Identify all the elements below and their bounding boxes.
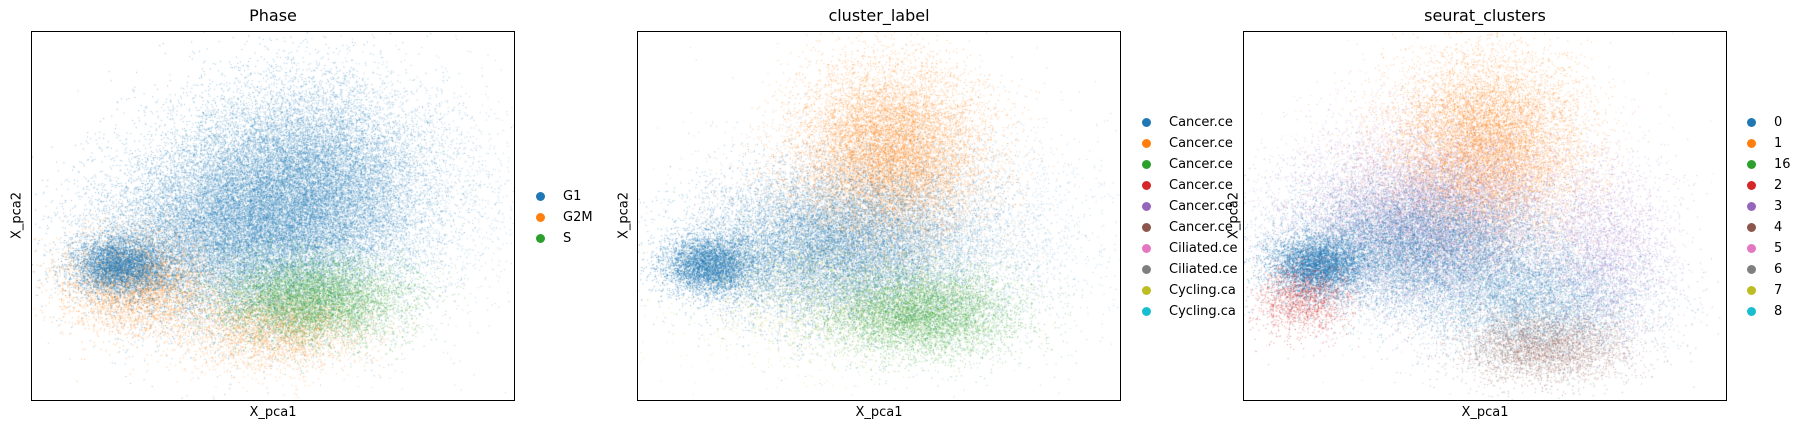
legend-marker [1142,265,1151,274]
legend-item: G1 [536,186,593,207]
legend-label: 4 [1774,220,1783,235]
chart-title: seurat_clusters [1424,6,1546,25]
legend-marker [1142,160,1151,169]
legend-marker [1142,223,1151,232]
chart-title: cluster_label [828,6,930,25]
plot-area [1243,31,1727,401]
legend-item: Ciliated.ce [1142,259,1242,280]
legend-label: Cycling.ca [1169,304,1236,319]
legend-item: Cycling.ca [1142,301,1242,322]
legend-marker [1747,307,1756,316]
legend-label: Ciliated.ce [1169,241,1238,256]
legend-label: 3 [1774,199,1783,214]
legend-marker [1142,118,1151,127]
legend-item: Cancer.ce [1142,133,1242,154]
legend-label: Cancer.ce [1169,220,1233,235]
legend-item: 2 [1747,175,1791,196]
legend: Cancer.ce Cancer.ce Cancer.ce Cancer.ce Canc… [1142,112,1242,322]
chart-title: Phase [249,6,297,25]
legend-marker [536,192,545,201]
legend-item: Cycling.ca [1142,280,1242,301]
legend-item: 0 [1747,112,1791,133]
scatter-points [638,32,1120,400]
x-axis-label: X_pca1 [855,405,903,420]
scatter-points [32,32,514,400]
legend-item: 5 [1747,238,1791,259]
y-axis-label: X_pca2 [1226,191,1242,240]
legend-item: Cancer.ce [1142,112,1242,133]
legend-label: Cancer.ce [1169,115,1233,130]
legend-item: 3 [1747,196,1791,217]
legend-marker [536,234,545,243]
legend-marker [1747,265,1756,274]
legend: G1 G2M S [536,186,593,249]
legend-marker [1747,160,1756,169]
y-axis-label: X_pca2 [616,191,632,240]
scatter-points [1244,32,1726,400]
legend: 0 1 16 2 3 4 5 6 7 8 [1747,112,1791,322]
legend-item: Ciliated.ce [1142,238,1242,259]
legend-item: Cancer.ce [1142,196,1242,217]
legend-label: 1 [1774,136,1783,151]
legend-item: Cancer.ce [1142,154,1242,175]
legend-item: 6 [1747,259,1791,280]
legend-marker [1747,181,1756,190]
legend-label: 6 [1774,262,1783,277]
legend-item: G2M [536,207,593,228]
legend-item: Cancer.ce [1142,175,1242,196]
plot-area [31,31,515,401]
legend-item: 7 [1747,280,1791,301]
legend-label: S [563,231,572,246]
legend-item: 4 [1747,217,1791,238]
legend-item: 16 [1747,154,1791,175]
legend-marker [1747,202,1756,211]
plot-area [637,31,1121,401]
legend-marker [1142,286,1151,295]
legend-label: 7 [1774,283,1783,298]
legend-marker [536,213,545,222]
legend-marker [1747,223,1756,232]
legend-label: Cancer.ce [1169,136,1233,151]
legend-marker [1142,307,1151,316]
legend-label: 5 [1774,241,1783,256]
legend-label: Cancer.ce [1169,199,1233,214]
legend-marker [1142,139,1151,148]
legend-label: Cancer.ce [1169,178,1233,193]
legend-marker [1747,286,1756,295]
legend-item: S [536,228,593,249]
legend-label: 16 [1774,157,1791,172]
legend-label: Cancer.ce [1169,157,1233,172]
legend-label: Ciliated.ce [1169,262,1238,277]
legend-label: Cycling.ca [1169,283,1236,298]
legend-label: G2M [563,210,593,225]
legend-marker [1142,244,1151,253]
y-axis-label: X_pca2 [9,191,25,240]
legend-marker [1142,202,1151,211]
legend-marker [1747,139,1756,148]
legend-item: 8 [1747,301,1791,322]
legend-marker [1747,244,1756,253]
x-axis-label: X_pca1 [1461,405,1509,420]
legend-label: 8 [1774,304,1783,319]
legend-label: G1 [563,189,582,204]
legend-marker [1747,118,1756,127]
legend-label: 0 [1774,115,1783,130]
legend-item: Cancer.ce [1142,217,1242,238]
legend-marker [1142,181,1151,190]
legend-item: 1 [1747,133,1791,154]
legend-label: 2 [1774,178,1783,193]
x-axis-label: X_pca1 [249,405,297,420]
